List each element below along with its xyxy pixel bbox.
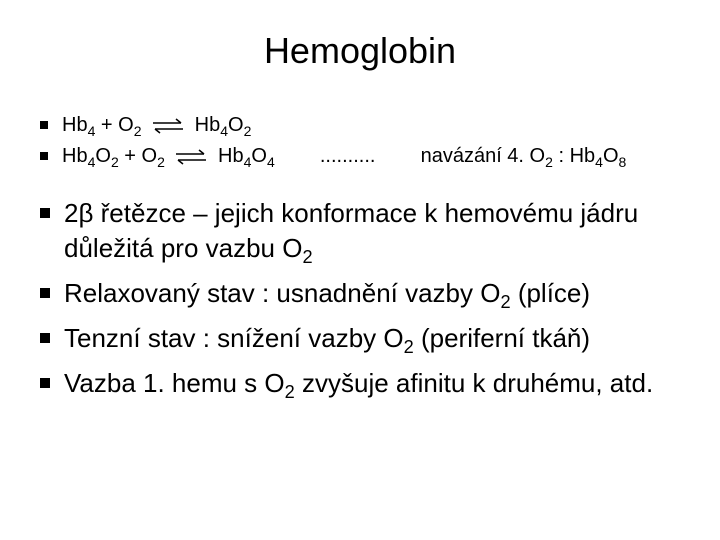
bullet-2: Relaxovaný stav : usnadnění vazby O2 (pl… xyxy=(40,276,680,311)
bullet-icon xyxy=(40,378,50,388)
equilibrium-arrow-icon xyxy=(174,149,208,165)
bullet-icon xyxy=(40,152,48,160)
reaction-1-lhs: Hb4 + O2 xyxy=(62,114,142,136)
reaction-2-tail: navázání 4. O2 : Hb4O8 xyxy=(421,145,627,167)
bullet-icon xyxy=(40,288,50,298)
reaction-2-rhs: Hb4O4 xyxy=(218,145,275,167)
bullet-icon xyxy=(40,333,50,343)
bullet-4: Vazba 1. hemu s O2 zvyšuje afinitu k dru… xyxy=(40,366,680,401)
reaction-block: Hb4 + O2 Hb4O2 Hb4O2 + O2 xyxy=(40,112,680,170)
reaction-2-dots: .......... xyxy=(320,145,376,167)
reaction-2: Hb4O2 + O2 Hb4O4 .......... navázání 4. … xyxy=(40,143,680,170)
bullet-3: Tenzní stav : snížení vazby O2 (perifern… xyxy=(40,321,680,356)
bullet-icon xyxy=(40,208,50,218)
reaction-1-rhs: Hb4O2 xyxy=(195,114,252,136)
main-bullets: 2β řetězce – jejich konformace k hemovém… xyxy=(40,196,680,401)
reaction-2-lhs: Hb4O2 + O2 xyxy=(62,145,165,167)
reaction-2-text: Hb4O2 + O2 Hb4O4 .......... navázání 4. … xyxy=(62,143,680,170)
slide: Hemoglobin Hb4 + O2 Hb4O2 Hb4O2 + O2 xyxy=(0,0,720,540)
reaction-1-text: Hb4 + O2 Hb4O2 xyxy=(62,112,680,139)
equilibrium-arrow-icon xyxy=(151,118,185,134)
reaction-1: Hb4 + O2 Hb4O2 xyxy=(40,112,680,139)
bullet-3-text: Tenzní stav : snížení vazby O2 (perifern… xyxy=(64,321,680,356)
bullet-4-text: Vazba 1. hemu s O2 zvyšuje afinitu k dru… xyxy=(64,366,680,401)
slide-title: Hemoglobin xyxy=(40,30,680,72)
bullet-2-text: Relaxovaný stav : usnadnění vazby O2 (pl… xyxy=(64,276,680,311)
bullet-1-text: 2β řetězce – jejich konformace k hemovém… xyxy=(64,196,680,266)
bullet-icon xyxy=(40,121,48,129)
bullet-1: 2β řetězce – jejich konformace k hemovém… xyxy=(40,196,680,266)
